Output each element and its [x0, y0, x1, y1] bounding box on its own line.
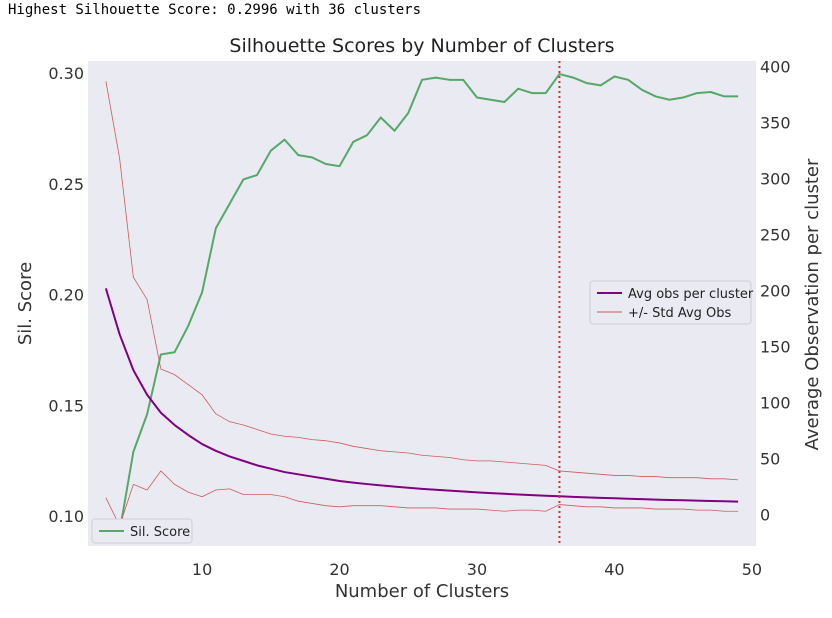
- y-tick-label-left: 0.10: [48, 507, 84, 526]
- legend-box: [589, 280, 752, 325]
- legend-avg-obs: Avg obs per cluster +/- Std Avg Obs: [589, 280, 754, 325]
- y-tick-label-left: 0.30: [48, 64, 84, 83]
- x-tick-label: 50: [742, 560, 762, 579]
- y-tick-label-right: 400: [760, 58, 791, 77]
- x-tick-label: 30: [467, 560, 487, 579]
- y-tick-label-right: 250: [760, 226, 791, 245]
- series-line-1: [104, 288, 739, 503]
- series-line-3: [105, 470, 739, 527]
- x-tick-label: 40: [604, 560, 624, 579]
- legend-label: +/- Std Avg Obs: [628, 306, 732, 321]
- series-line-2: [105, 81, 739, 481]
- y-tick-label-left: 0.15: [48, 396, 84, 415]
- y-tick-label-right: 50: [760, 450, 780, 469]
- legend-label: Sil. Score: [130, 525, 190, 540]
- legend-sil-score: Sil. Score: [91, 518, 193, 544]
- y-tick-label-left: 0.20: [48, 286, 84, 305]
- y-ticks-right: 0 50 100 150 200 250 300 350 400: [760, 58, 791, 525]
- x-axis-label: Number of Clusters: [335, 581, 509, 602]
- y-tick-label-right: 300: [760, 170, 791, 189]
- y-ticks-left: 0.10 0.15 0.20 0.25 0.30: [48, 64, 84, 526]
- x-tick-label: 20: [329, 560, 349, 579]
- y-axis-label-left: Sil. Score: [15, 262, 36, 345]
- x-tick-label: 10: [192, 560, 212, 579]
- y-tick-label-right: 100: [760, 394, 791, 413]
- series-line-0: [105, 73, 739, 533]
- series-lines: [104, 73, 739, 533]
- best-score-message: Highest Silhouette Score: 0.2996 with 36…: [8, 2, 422, 18]
- legend-box: [91, 518, 193, 544]
- y-axis-label-right: Average Observation per cluster: [802, 158, 823, 450]
- y-tick-label-right: 350: [760, 114, 791, 133]
- chart-title: Silhouette Scores by Number of Clusters: [229, 35, 614, 57]
- y-tick-label-right: 200: [760, 282, 791, 301]
- y-tick-label-left: 0.25: [48, 175, 84, 194]
- y-tick-label-right: 150: [760, 338, 791, 357]
- y-tick-label-right: 0: [760, 506, 770, 525]
- x-ticks: 10 20 30 40 50: [192, 560, 762, 579]
- legend-label: Avg obs per cluster: [628, 287, 754, 302]
